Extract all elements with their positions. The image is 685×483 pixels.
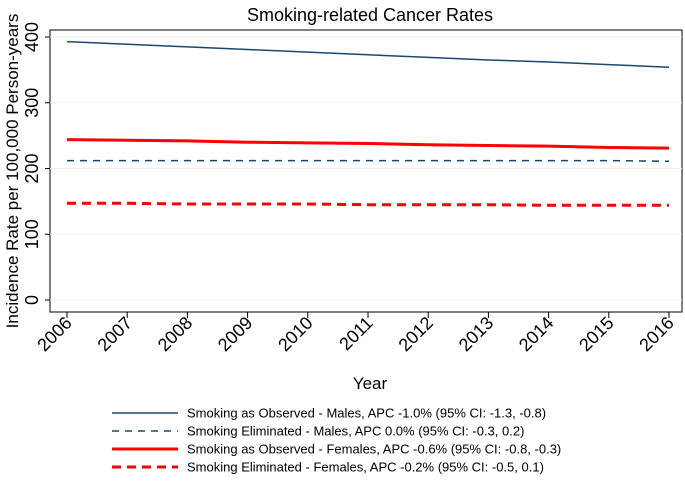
x-tick-label: 2013 — [455, 313, 497, 355]
x-tick-label: 2014 — [515, 313, 557, 355]
legend-label: Smoking as Observed - Females, APC -0.6%… — [187, 442, 561, 457]
series-line-3 — [66, 138, 670, 150]
x-axis: 2006 2007 2008 2009 2010 2011 2012 2013 2014 2015… — [33, 312, 678, 355]
y-axis-title: Incidence Rate per 100,000 Person-years — [3, 14, 22, 329]
y-tick-label: 400 — [22, 22, 42, 52]
x-tick-label: 2007 — [94, 313, 136, 355]
gridlines — [50, 36, 682, 301]
x-tick-label: 2015 — [575, 313, 617, 355]
series-line-2 — [67, 159, 670, 163]
plot-area — [49, 29, 683, 313]
legend-label: Smoking Eliminated - Males, APC 0.0% (95… — [187, 424, 524, 439]
series-line-1 — [66, 40, 670, 68]
chart-title: Smoking-related Cancer Rates — [247, 5, 493, 25]
y-tick-label: 300 — [22, 88, 42, 118]
series-line-4 — [67, 201, 669, 207]
series-lines — [66, 40, 670, 207]
y-tick-label: 100 — [22, 219, 42, 249]
legend-label: Smoking as Observed - Males, APC -1.0% (… — [187, 406, 546, 421]
y-tick-label: 200 — [22, 153, 42, 183]
legend: Smoking as Observed - Males, APC -1.0% (… — [112, 406, 561, 475]
x-axis-title: Year — [353, 374, 388, 393]
x-tick-label: 2009 — [214, 313, 256, 355]
x-tick-label: 2016 — [635, 313, 677, 355]
x-tick-label: 2010 — [274, 313, 316, 355]
x-tick-label: 2006 — [33, 313, 75, 355]
x-tick-label: 2008 — [154, 313, 196, 355]
x-tick-label: 2011 — [335, 313, 377, 355]
x-tick-label: 2012 — [395, 313, 437, 355]
y-tick-label: 0 — [22, 295, 42, 305]
legend-label: Smoking Eliminated - Females, APC -0.2% … — [187, 460, 544, 475]
y-axis: 0 100 200 300 400 — [22, 22, 50, 305]
